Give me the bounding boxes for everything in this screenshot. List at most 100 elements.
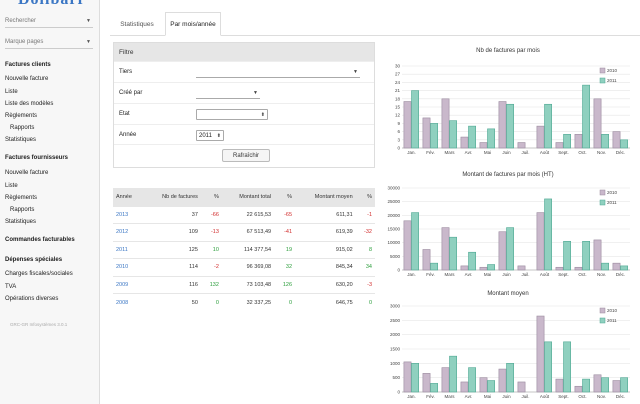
menu-special-expenses[interactable]: Dépenses spéciales xyxy=(5,257,63,263)
menu-vat[interactable]: TVA xyxy=(5,284,17,290)
version-text: GRC-GR Infosystèmes 3.0.1 xyxy=(10,322,68,327)
menu-customer-statistics[interactable]: Statistiques xyxy=(5,137,37,143)
bar-2010 xyxy=(536,212,545,271)
y-tick-label: 3 xyxy=(397,137,400,142)
app-logo[interactable]: Dolibarr xyxy=(18,0,86,9)
total-cell: 114 377,54 xyxy=(221,240,275,259)
chart-title: Montant de factures par mois (HT) xyxy=(462,172,554,178)
count-cell: 125 xyxy=(143,240,201,259)
bar-2011 xyxy=(506,103,514,149)
bar-2010 xyxy=(574,134,583,149)
legend-swatch xyxy=(599,317,606,324)
bar-2010 xyxy=(422,117,431,149)
menu-supplier-statistics[interactable]: Statistiques xyxy=(5,219,37,225)
bar-2011 xyxy=(468,367,476,393)
average-cell: 619,39 xyxy=(295,223,356,241)
third-party-label: Tiers xyxy=(119,69,133,75)
y-tick-label: 2500 xyxy=(390,318,401,323)
table-row: 2013 37 -66 22 615,53 -65 611,31 -1 xyxy=(113,205,375,224)
third-party-select[interactable]: ▼ xyxy=(196,67,360,78)
bar-2010 xyxy=(498,231,507,271)
x-tick-label: Jan. xyxy=(407,150,416,155)
bar-2010 xyxy=(441,227,450,271)
legend-label: 2010 xyxy=(607,308,618,313)
bar-2010 xyxy=(517,265,526,271)
col-total-pct: % xyxy=(274,188,296,206)
menu-supplier-new-invoice[interactable]: Nouvelle facture xyxy=(5,170,49,176)
filter-panel: Filtre Tiers ▼ Créé par ▼ Etat ⬍ Année 2… xyxy=(113,42,375,168)
x-tick-label: Mars xyxy=(445,394,456,399)
year-select[interactable]: 2011 ⬍ xyxy=(196,130,224,141)
bar-2010 xyxy=(593,239,602,271)
x-tick-label: Déc. xyxy=(616,150,625,155)
bar-2010 xyxy=(612,262,621,271)
bar-2011 xyxy=(582,84,590,149)
x-tick-label: Mai xyxy=(484,272,491,277)
tab-by-month-year[interactable]: Par mois/année xyxy=(165,12,221,36)
tab-statistics[interactable]: Statistiques xyxy=(120,20,154,28)
bar-2011 xyxy=(430,383,438,393)
bar-2010 xyxy=(460,265,469,271)
y-tick-label: 18 xyxy=(395,96,401,101)
bar-2010 xyxy=(555,378,564,393)
bookmarks-select-label: Marque pages xyxy=(5,38,44,45)
legend-swatch xyxy=(599,77,606,84)
menu-supplier-reports[interactable]: Rapports xyxy=(10,207,35,213)
count-pct-cell: -2 xyxy=(200,258,222,276)
search-select[interactable]: Rechercher ▼ xyxy=(5,14,93,28)
average-cell: 646,75 xyxy=(295,293,356,311)
bar-2011 xyxy=(487,128,495,149)
legend-swatch xyxy=(599,307,606,314)
x-tick-label: Juin xyxy=(502,272,511,277)
average-cell: 915,02 xyxy=(295,240,356,259)
chart-invoice-amount: Montant de factures par mois (HT) 0 5000 1… xyxy=(380,170,636,282)
year-link[interactable]: 2008 xyxy=(113,293,144,311)
menu-social-charges[interactable]: Charges fiscales/sociales xyxy=(5,271,73,277)
menu-supplier-list[interactable]: Liste xyxy=(5,183,18,189)
bar-2010 xyxy=(574,266,583,271)
bar-2011 xyxy=(563,240,571,271)
year-link[interactable]: 2010 xyxy=(113,258,144,276)
updown-arrows-icon: ⬍ xyxy=(260,111,265,118)
y-tick-label: 15000 xyxy=(387,227,400,232)
menu-customer-invoices[interactable]: Factures clients xyxy=(5,62,51,68)
menu-supplier-invoices[interactable]: Factures fournisseurs xyxy=(5,155,69,161)
table-row: 2010 114 -2 96 369,08 32 845,34 34 xyxy=(113,258,375,276)
legend-label: 2010 xyxy=(607,68,618,73)
average-cell: 611,31 xyxy=(295,205,356,224)
menu-misc-operations[interactable]: Opérations diverses xyxy=(5,296,59,302)
legend-swatch xyxy=(599,189,606,196)
menu-customer-templates[interactable]: Liste des modèles xyxy=(5,101,54,107)
menu-customer-payments[interactable]: Règlements xyxy=(5,113,38,119)
bookmarks-select[interactable]: Marque pages ▼ xyxy=(5,35,93,49)
x-tick-label: Déc. xyxy=(616,272,625,277)
year-link[interactable]: 2009 xyxy=(113,275,144,294)
x-tick-label: Août xyxy=(540,394,550,399)
created-by-select[interactable]: ▼ xyxy=(196,88,260,99)
x-tick-label: Mars xyxy=(445,150,456,155)
bar-2011 xyxy=(620,265,628,271)
menu-billable-orders[interactable]: Commandes facturables xyxy=(5,237,75,243)
average-pct-cell: -1 xyxy=(355,205,375,224)
year-link[interactable]: 2013 xyxy=(113,205,144,224)
average-pct-cell: 8 xyxy=(355,240,375,259)
year-link[interactable]: 2012 xyxy=(113,223,144,241)
updown-arrows-icon: ⬍ xyxy=(216,132,221,139)
bar-2010 xyxy=(555,266,564,271)
legend-swatch xyxy=(599,199,606,206)
x-tick-label: Oct. xyxy=(578,150,586,155)
year-link[interactable]: 2011 xyxy=(113,240,144,259)
y-tick-label: 27 xyxy=(395,72,401,77)
status-select[interactable]: ⬍ xyxy=(196,109,268,120)
total-pct-cell: -65 xyxy=(274,205,296,224)
menu-customer-list[interactable]: Liste xyxy=(5,89,18,95)
menu-customer-reports[interactable]: Rapports xyxy=(10,125,35,131)
refresh-button[interactable]: Rafraîchir xyxy=(222,149,270,162)
chevron-down-icon: ▼ xyxy=(353,69,358,75)
table-row: 2009 116 132 73 103,48 126 630,20 -3 xyxy=(113,275,375,294)
x-tick-label: Oct. xyxy=(578,394,586,399)
menu-customer-new-invoice[interactable]: Nouvelle facture xyxy=(5,76,49,82)
x-tick-label: Fév. xyxy=(426,150,434,155)
menu-supplier-payments[interactable]: Règlements xyxy=(5,195,38,201)
x-tick-label: Août xyxy=(540,272,550,277)
